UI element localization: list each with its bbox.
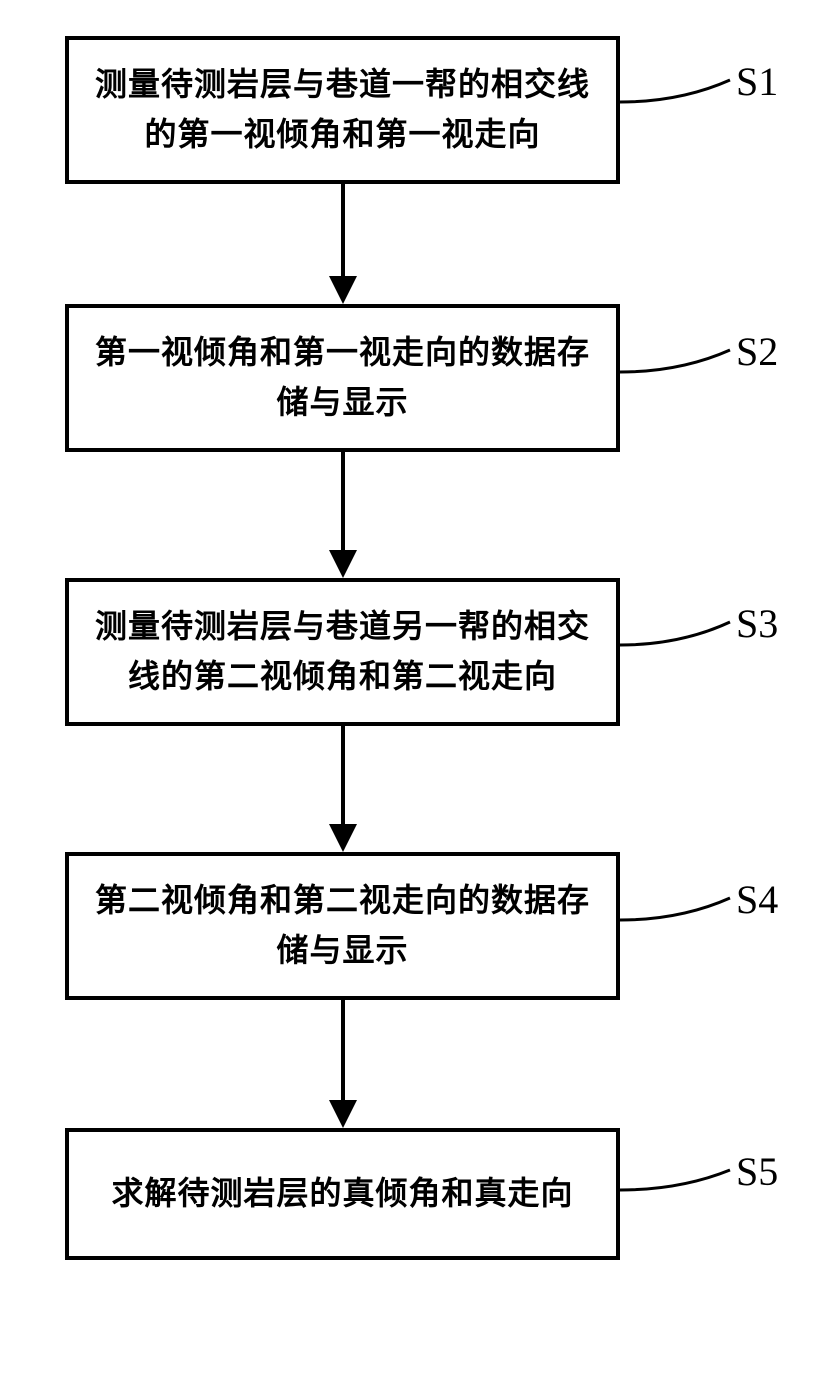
connector-arrow-2	[329, 550, 357, 578]
leader-line-s5	[0, 0, 838, 1377]
connector-arrow-3	[329, 824, 357, 852]
connector-line-1	[341, 184, 345, 278]
connector-line-3	[341, 726, 345, 826]
connector-arrow-1	[329, 276, 357, 304]
connector-line-2	[341, 452, 345, 552]
flowchart-canvas: 测量待测岩层与巷道一帮的相交线的第一视倾角和第一视走向S1第一视倾角和第一视走向…	[0, 0, 838, 1377]
connector-arrow-4	[329, 1100, 357, 1128]
connector-line-4	[341, 1000, 345, 1102]
step-label-s5: S5	[736, 1148, 778, 1195]
